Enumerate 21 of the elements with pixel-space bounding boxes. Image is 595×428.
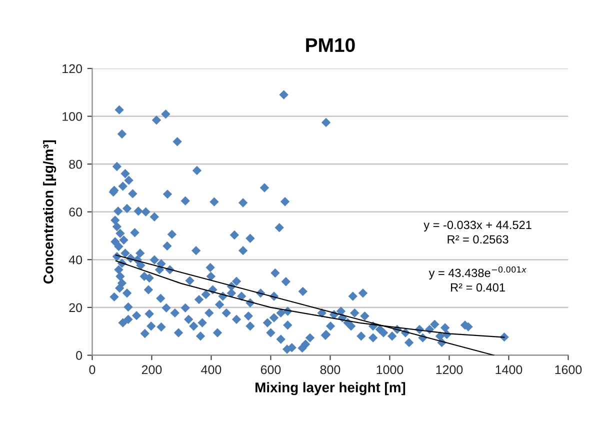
y-tick-label: 20: [69, 303, 82, 312]
y-axis-title: Concentration [µg/m³]: [43, 140, 56, 284]
x-tick-label: 600: [260, 365, 281, 374]
y-tick-label: 0: [76, 351, 82, 360]
y-tick-label: 120: [62, 64, 82, 74]
x-axis-title: Mixing layer height [m]: [256, 382, 406, 396]
y-tick-label: 40: [68, 255, 82, 264]
x-tick-label: 200: [142, 365, 162, 374]
x-tick-label: 800: [320, 365, 340, 374]
x-tick-label: 1000: [376, 365, 404, 374]
x-tick-label: 1400: [496, 365, 522, 374]
x-tick-label: 400: [201, 365, 222, 374]
chart-title: PM10: [306, 38, 355, 52]
x-tick-label: 0: [89, 365, 96, 374]
x-tick-label: 1200: [436, 365, 463, 374]
y-tick-label: 80: [69, 160, 82, 169]
annotation: y = -0.033x + 44.521 R² = 0.2563: [424, 220, 532, 244]
y-tick-label: 100: [62, 112, 82, 121]
x-tick-label: 1600: [555, 365, 582, 374]
y-tick-label: 60: [69, 208, 82, 217]
text: y = 43.438e$^{−0.001x}$ R² = 0.401: [428, 266, 526, 292]
